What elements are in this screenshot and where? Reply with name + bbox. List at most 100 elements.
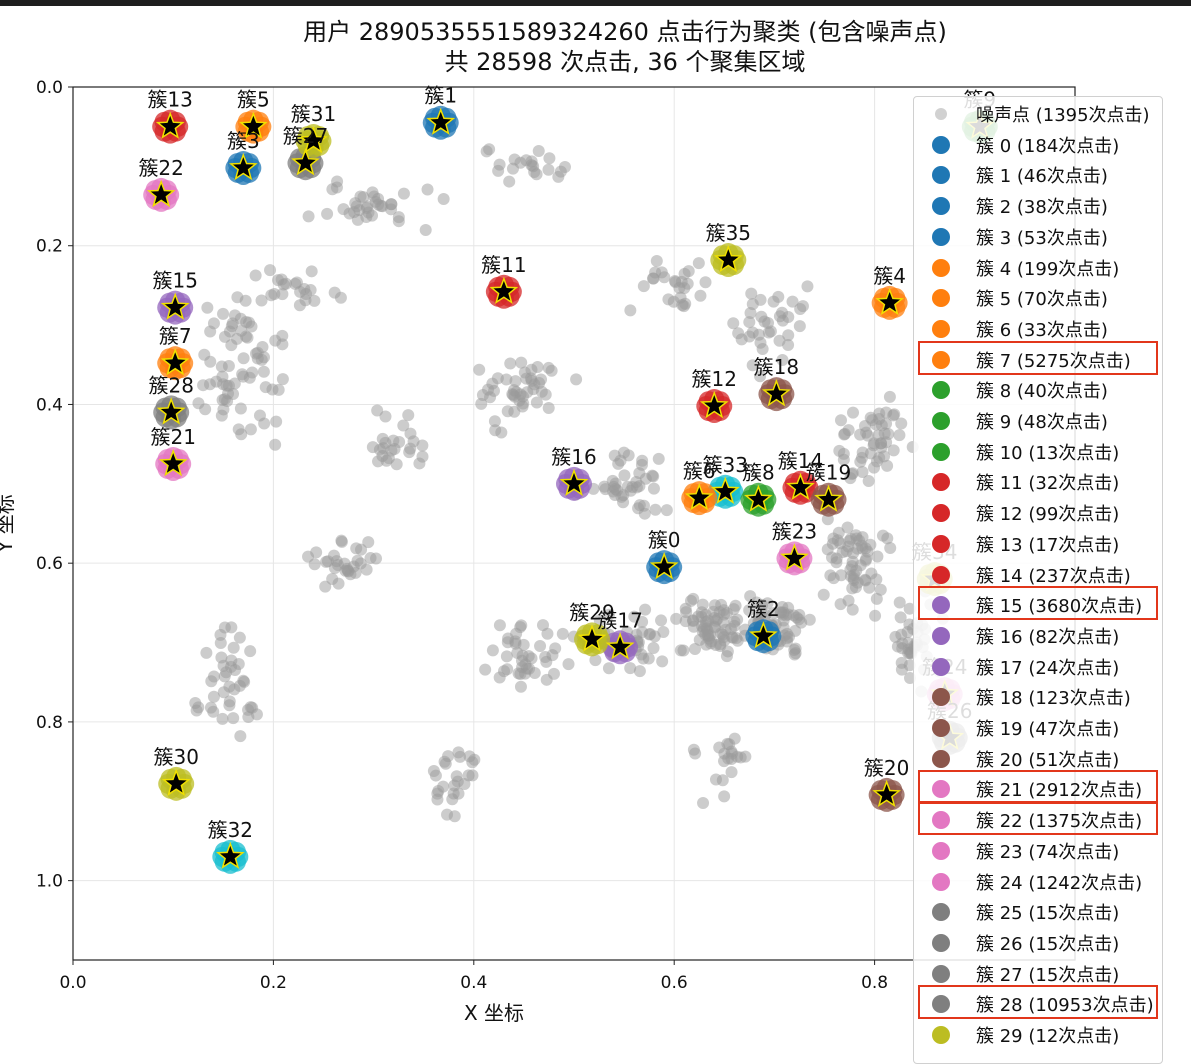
window-top-bar: [0, 0, 1191, 6]
legend-label: 簇 22 (1375次点击): [976, 811, 1143, 833]
legend-label: 簇 11 (32次点击): [976, 473, 1120, 495]
legend-item: 簇 14 (237次点击): [914, 560, 1164, 590]
legend-label: 簇 14 (237次点击): [976, 565, 1131, 587]
noise-point: [727, 603, 740, 616]
noise-point: [429, 769, 442, 782]
noise-point: [328, 286, 341, 299]
noise-point: [881, 459, 894, 472]
noise-point: [870, 592, 883, 605]
legend-item: 簇 4 (199次点击): [914, 253, 1164, 283]
noise-point: [225, 654, 238, 667]
noise-point: [662, 293, 675, 306]
cluster-label: 簇22: [138, 156, 183, 180]
noise-point: [232, 423, 245, 436]
noise-point: [546, 649, 559, 662]
noise-point: [508, 384, 521, 397]
legend-item: 簇 1 (46次点击): [914, 160, 1164, 190]
y-tick-label: 0.4: [36, 395, 63, 415]
noise-point: [530, 396, 543, 409]
legend-item: 簇 18 (123次点击): [914, 682, 1164, 712]
noise-point: [308, 294, 321, 307]
noise-point: [225, 339, 238, 352]
noise-point: [614, 454, 627, 467]
noise-point: [510, 627, 523, 640]
noise-point: [204, 701, 217, 714]
noise-point: [388, 442, 401, 455]
cluster-center-star: [577, 624, 607, 652]
noise-point: [199, 403, 212, 416]
legend-item: 簇 28 (10953次点击): [914, 989, 1164, 1019]
noise-point: [903, 659, 916, 672]
noise-point: [743, 316, 756, 329]
noise-point: [895, 417, 908, 430]
noise-point: [272, 383, 285, 396]
noise-point: [735, 333, 748, 346]
cluster-label: 簇17: [597, 608, 642, 632]
noise-point: [233, 631, 246, 644]
chart-subtitle: 共 28598 次点击, 36 个聚集区域: [444, 48, 806, 76]
y-axis-label: Y 坐标: [0, 494, 17, 554]
noise-point: [300, 288, 313, 301]
noise-point: [677, 644, 690, 657]
legend-marker: [932, 903, 950, 922]
noise-point: [270, 415, 283, 428]
noise-point: [234, 402, 247, 415]
noise-point: [326, 573, 339, 586]
noise-point: [246, 366, 259, 379]
noise-point: [652, 452, 665, 465]
legend-marker: [932, 412, 950, 430]
noise-point: [269, 438, 282, 451]
cluster-center-star: [749, 621, 778, 649]
legend-item: 簇 9 (48次点击): [914, 406, 1164, 436]
noise-point: [514, 668, 527, 681]
noise-point: [289, 277, 302, 290]
noise-point: [204, 355, 217, 368]
noise-point: [903, 602, 916, 615]
noise-point: [846, 603, 859, 616]
cluster-center-star: [299, 125, 328, 154]
cluster-center-star: [713, 244, 743, 273]
legend-marker: [932, 811, 950, 830]
noise-point: [788, 643, 801, 656]
cluster-centers: [146, 107, 995, 870]
noise-point: [844, 563, 857, 576]
x-tick-label: 0.6: [661, 973, 688, 993]
noise-point: [871, 550, 884, 563]
noise-point: [851, 576, 864, 589]
noise-point: [220, 379, 233, 392]
legend-marker: [932, 749, 950, 768]
noise-point: [515, 356, 528, 369]
cluster-label: 簇18: [754, 355, 799, 379]
cluster-center-star: [875, 287, 904, 316]
cluster-label: 簇27: [283, 124, 328, 148]
noise-point: [646, 469, 659, 482]
noise-point: [869, 609, 882, 622]
legend-item: 簇 2 (38次点击): [914, 191, 1164, 221]
noise-point: [237, 352, 250, 365]
cluster-label: 簇1: [424, 84, 457, 108]
noise-point: [308, 558, 321, 571]
legend-marker: [932, 780, 950, 799]
noise-point: [637, 499, 650, 512]
noise-point: [231, 291, 244, 304]
y-tick-label: 0.8: [36, 713, 63, 733]
noise-point: [280, 277, 293, 290]
legend-item: 簇 27 (15次点击): [914, 959, 1164, 989]
cluster-center-star: [160, 348, 190, 376]
noise-point: [511, 646, 524, 659]
legend-label: 簇 7 (5275次点击): [976, 350, 1131, 372]
cluster-labels: 簇0簇1簇2簇33簇4簇5簇6簇7簇8簇9簇11簇12簇13簇14簇15簇16簇…: [138, 84, 996, 842]
x-axis-label: X 坐标: [464, 1001, 524, 1025]
legend-label: 噪声点 (1395次点击): [976, 105, 1150, 126]
noise-point: [593, 614, 606, 627]
legend-item: 簇 29 (12次点击): [914, 1020, 1164, 1050]
noise-point: [319, 580, 332, 593]
cluster-label: 簇33: [703, 453, 748, 477]
noise-point: [624, 304, 637, 317]
legend-label: 簇 18 (123次点击): [976, 688, 1131, 710]
noise-point: [310, 546, 323, 559]
legend-item: 簇 15 (3680次点击): [914, 590, 1164, 620]
noise-point: [756, 598, 769, 611]
noise-point: [887, 409, 900, 422]
cluster-center-star: [699, 390, 729, 419]
